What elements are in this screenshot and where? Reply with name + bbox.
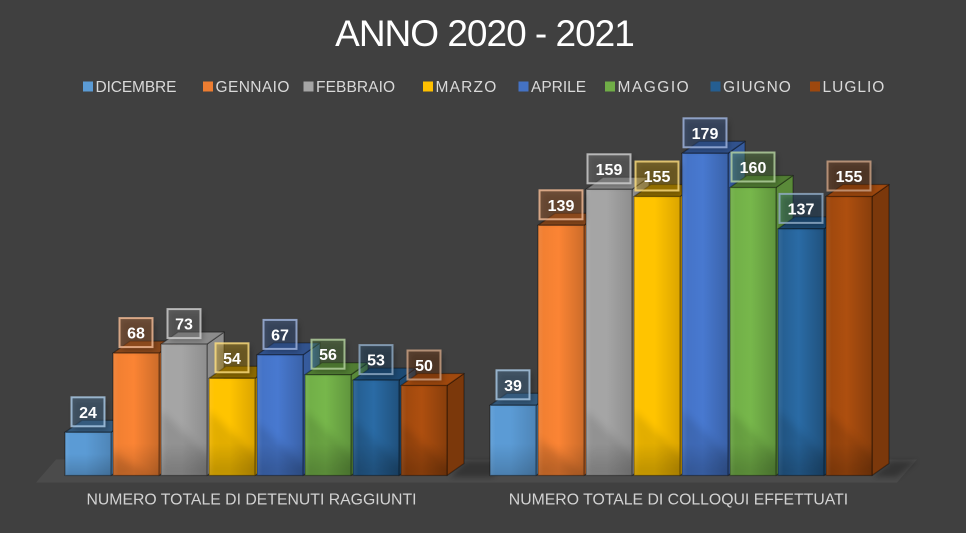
svg-text:ANNO 2020 - 2021: ANNO 2020 - 2021 [335, 13, 634, 54]
svg-text:NUMERO TOTALE DI DETENUTI RAGG: NUMERO TOTALE DI DETENUTI RAGGIUNTI [86, 492, 416, 509]
svg-text:155: 155 [644, 169, 671, 186]
svg-text:MARZO: MARZO [436, 79, 498, 96]
svg-text:FEBBRAIO: FEBBRAIO [316, 79, 395, 96]
svg-text:139: 139 [548, 198, 575, 215]
svg-text:GIUGNO: GIUGNO [723, 79, 792, 96]
svg-text:DICEMBRE: DICEMBRE [96, 79, 177, 96]
svg-text:39: 39 [504, 378, 522, 395]
svg-text:56: 56 [319, 347, 337, 364]
svg-text:53: 53 [367, 353, 385, 370]
svg-text:APRILE: APRILE [531, 79, 586, 96]
svg-text:LUGLIO: LUGLIO [823, 79, 886, 96]
svg-text:24: 24 [79, 405, 97, 422]
svg-text:MAGGIO: MAGGIO [618, 79, 691, 96]
svg-text:54: 54 [223, 351, 241, 368]
svg-text:179: 179 [692, 126, 719, 143]
svg-text:68: 68 [127, 326, 145, 343]
svg-text:155: 155 [836, 169, 863, 186]
svg-text:NUMERO TOTALE DI COLLOQUI EFFE: NUMERO TOTALE DI COLLOQUI EFFETTUATI [509, 492, 848, 509]
svg-text:67: 67 [271, 327, 289, 344]
svg-text:GENNAIO: GENNAIO [216, 79, 290, 96]
svg-text:137: 137 [788, 201, 815, 218]
svg-text:160: 160 [740, 160, 767, 177]
svg-text:50: 50 [415, 358, 433, 375]
svg-text:73: 73 [175, 317, 193, 334]
svg-text:159: 159 [596, 162, 623, 179]
